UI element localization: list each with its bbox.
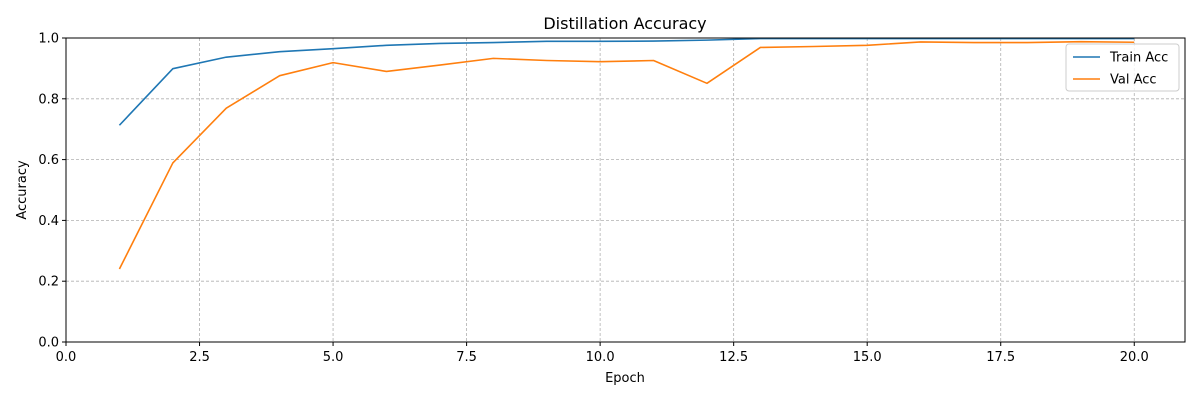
chart-title: Distillation Accuracy [543, 14, 706, 33]
x-tick-label: 17.5 [986, 350, 1015, 365]
y-tick-label: 1.0 [38, 32, 59, 47]
val-acc-line [118, 40, 1135, 270]
x-tick-label: 2.5 [189, 350, 210, 365]
y-tick-label: 0.2 [38, 275, 59, 290]
x-tick-label: 20.0 [1120, 350, 1149, 365]
legend-label-val-acc: Val Acc [1110, 73, 1157, 88]
y-tick-label: 0.0 [38, 336, 59, 351]
plot-frame [65, 37, 1186, 343]
x-tick-label: 5.0 [323, 350, 344, 365]
x-tick-label: 10.0 [586, 350, 615, 365]
legend-label-train-acc: Train Acc [1109, 51, 1168, 66]
grid [65, 37, 1185, 343]
y-tick-label: 0.6 [38, 153, 59, 168]
y-tick-label: 0.4 [38, 214, 59, 229]
train-acc-line [118, 37, 1135, 126]
y-axis: 0.0 0.2 0.4 0.6 0.8 1.0 [38, 32, 66, 351]
x-tick-label: 7.5 [456, 350, 477, 365]
x-axis: 0.0 2.5 5.0 7.5 10.0 12.5 15.0 17.5 20.0 [56, 342, 1149, 365]
x-tick-label: 0.0 [56, 350, 77, 365]
legend: Train Acc Val Acc [1065, 43, 1180, 92]
y-tick-label: 0.8 [38, 92, 59, 107]
x-axis-label: Epoch [605, 371, 645, 386]
plot-lines [118, 37, 1135, 270]
x-tick-label: 15.0 [853, 350, 882, 365]
x-tick-label: 12.5 [719, 350, 748, 365]
y-axis-label: Accuracy [15, 160, 30, 220]
